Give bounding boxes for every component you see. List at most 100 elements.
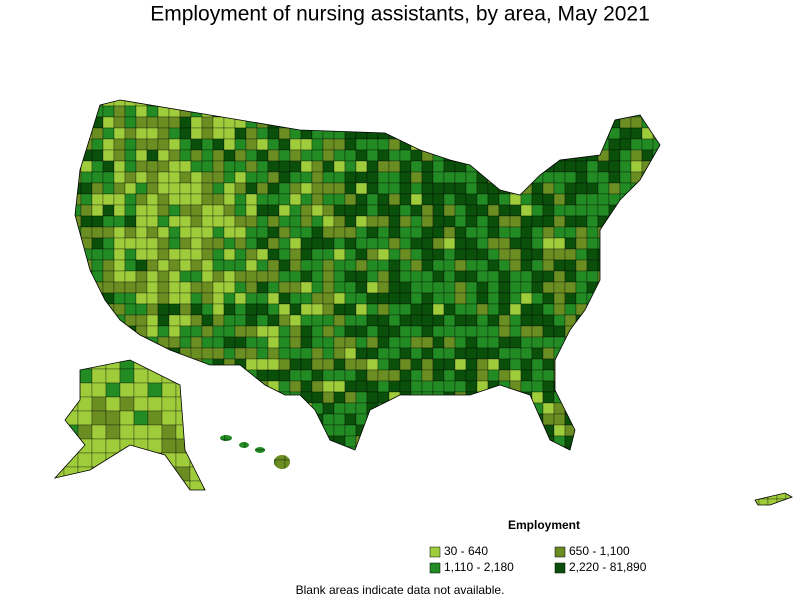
area (443, 325, 456, 338)
area (487, 270, 500, 283)
area (267, 380, 280, 393)
area (652, 116, 660, 129)
area (223, 215, 236, 228)
area (355, 380, 368, 393)
area (275, 470, 285, 480)
area (421, 380, 434, 393)
area (135, 248, 148, 261)
area (476, 215, 489, 228)
area (289, 281, 302, 294)
area (267, 281, 280, 294)
area (564, 116, 577, 129)
area (135, 347, 148, 360)
area (119, 360, 135, 370)
area (564, 369, 577, 382)
area (201, 402, 214, 415)
area (476, 248, 489, 261)
area (322, 347, 335, 360)
area (564, 171, 577, 184)
area (256, 149, 269, 162)
area (201, 248, 214, 261)
area (476, 171, 489, 184)
area (366, 424, 379, 437)
area (432, 391, 445, 404)
area (575, 171, 588, 184)
area (355, 100, 368, 107)
area (147, 452, 163, 468)
area (608, 347, 621, 360)
area (168, 314, 181, 327)
area (105, 466, 121, 482)
area (652, 292, 660, 305)
area (80, 182, 93, 195)
area (278, 380, 291, 393)
area (542, 402, 555, 415)
area (443, 138, 456, 151)
area (421, 347, 434, 360)
area (322, 325, 335, 338)
area (388, 226, 401, 239)
area (322, 100, 335, 107)
area (278, 314, 291, 327)
area (168, 226, 181, 239)
area (256, 303, 269, 316)
area (498, 204, 511, 217)
area (311, 259, 324, 272)
area (421, 160, 434, 173)
area (300, 193, 313, 206)
area (454, 369, 467, 382)
area (201, 303, 214, 316)
area (575, 391, 588, 404)
area (476, 127, 489, 140)
area (300, 380, 313, 393)
area (465, 248, 478, 261)
area (212, 100, 225, 107)
area (509, 325, 522, 338)
area (553, 237, 566, 250)
area (432, 182, 445, 195)
area (476, 281, 489, 294)
area (520, 314, 533, 327)
area (641, 270, 654, 283)
area (278, 424, 291, 437)
area (300, 105, 313, 118)
area (179, 116, 192, 129)
area (586, 215, 599, 228)
area (91, 382, 107, 398)
area (586, 446, 599, 450)
area (443, 281, 456, 294)
area (410, 116, 423, 129)
area (113, 204, 126, 217)
area (311, 358, 324, 371)
area (630, 292, 643, 305)
area (664, 348, 675, 359)
area (300, 347, 313, 360)
area (410, 226, 423, 239)
area (608, 336, 621, 349)
area (421, 182, 434, 195)
area (630, 182, 643, 195)
area (531, 226, 544, 239)
area (267, 138, 280, 151)
area (410, 248, 423, 261)
area (256, 127, 269, 140)
area (432, 138, 445, 151)
area (190, 182, 203, 195)
area (300, 204, 313, 217)
area (311, 127, 324, 140)
area (179, 182, 192, 195)
area (91, 325, 104, 338)
area (608, 160, 621, 173)
area (267, 193, 280, 206)
area (201, 281, 214, 294)
area (542, 336, 555, 349)
area (157, 100, 170, 107)
area (133, 410, 149, 426)
area (619, 402, 632, 415)
area (432, 204, 445, 217)
area (399, 248, 412, 261)
area (91, 149, 104, 162)
area (91, 237, 104, 250)
area (201, 270, 214, 283)
area (355, 281, 368, 294)
